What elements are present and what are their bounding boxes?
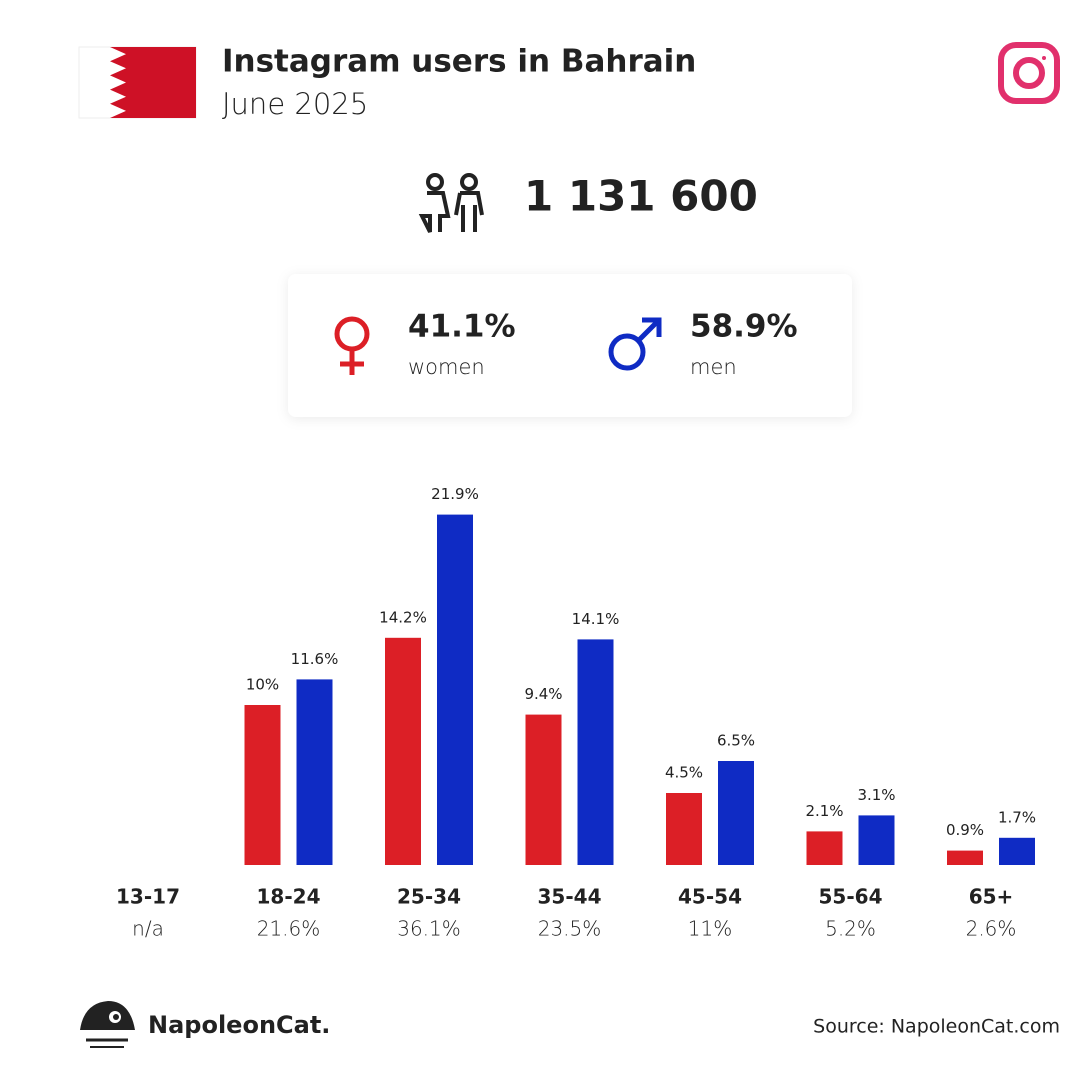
bar — [999, 837, 1035, 865]
instagram-icon — [998, 42, 1060, 104]
bar — [947, 850, 983, 865]
value-label: 3.1% — [857, 786, 895, 804]
brand: NapoleonCat. — [148, 1011, 330, 1039]
category-label: 45-54 — [678, 885, 742, 909]
bar — [806, 831, 843, 865]
category-label: 65+ — [969, 885, 1014, 909]
value-label: 9.4% — [524, 685, 562, 703]
value-label: 21.9% — [431, 485, 479, 503]
subtitle: June 2025 — [222, 87, 368, 121]
bar — [385, 637, 421, 865]
category-share: 36.1% — [397, 917, 461, 941]
category-share: 21.6% — [257, 917, 321, 941]
category-share: 23.5% — [538, 917, 602, 941]
men-percent: 58.9% — [690, 309, 798, 345]
gender-card — [288, 274, 852, 417]
napoleoncat-logo — [80, 1001, 135, 1048]
total-users: 1 131 600 — [524, 172, 758, 221]
women-percent: 41.1% — [408, 309, 516, 345]
value-label: 1.7% — [998, 808, 1036, 826]
flag — [78, 46, 197, 119]
category-label: 25-34 — [397, 885, 461, 909]
category-label: 55-64 — [819, 885, 883, 909]
bar — [525, 714, 562, 865]
bar-chart: 13-17 n/a 18-24 21.6% 10% 11.6% 25-34 36.1% 14.2… — [116, 485, 1036, 940]
women-label: women — [408, 355, 485, 379]
male-symbol — [608, 317, 662, 371]
bar — [666, 793, 702, 865]
value-label: 14.2% — [379, 608, 427, 626]
value-label: 6.5% — [717, 732, 755, 750]
category-share: n/a — [132, 917, 164, 941]
value-label: 10% — [246, 676, 279, 694]
category-share: 5.2% — [825, 917, 876, 941]
value-label: 14.1% — [572, 610, 620, 628]
value-label: 4.5% — [665, 764, 703, 782]
value-label: 2.1% — [805, 802, 843, 820]
category-label: 18-24 — [257, 885, 321, 909]
source: Source: NapoleonCat.com — [813, 1016, 1060, 1038]
men-label: men — [690, 355, 737, 379]
value-label: 11.6% — [291, 650, 339, 668]
category-share: 11% — [688, 917, 732, 941]
value-label: 0.9% — [946, 821, 984, 839]
category-share: 2.6% — [966, 917, 1017, 941]
bar — [577, 639, 614, 865]
bar — [858, 815, 895, 865]
title: Instagram users in Bahrain — [222, 44, 696, 80]
female-symbol — [334, 316, 370, 375]
category-label: 13-17 — [116, 885, 180, 909]
bar — [244, 705, 281, 865]
bar — [437, 514, 473, 865]
people-icon — [418, 173, 484, 233]
category-label: 35-44 — [538, 885, 602, 909]
bar — [296, 679, 333, 865]
bar — [718, 761, 754, 865]
